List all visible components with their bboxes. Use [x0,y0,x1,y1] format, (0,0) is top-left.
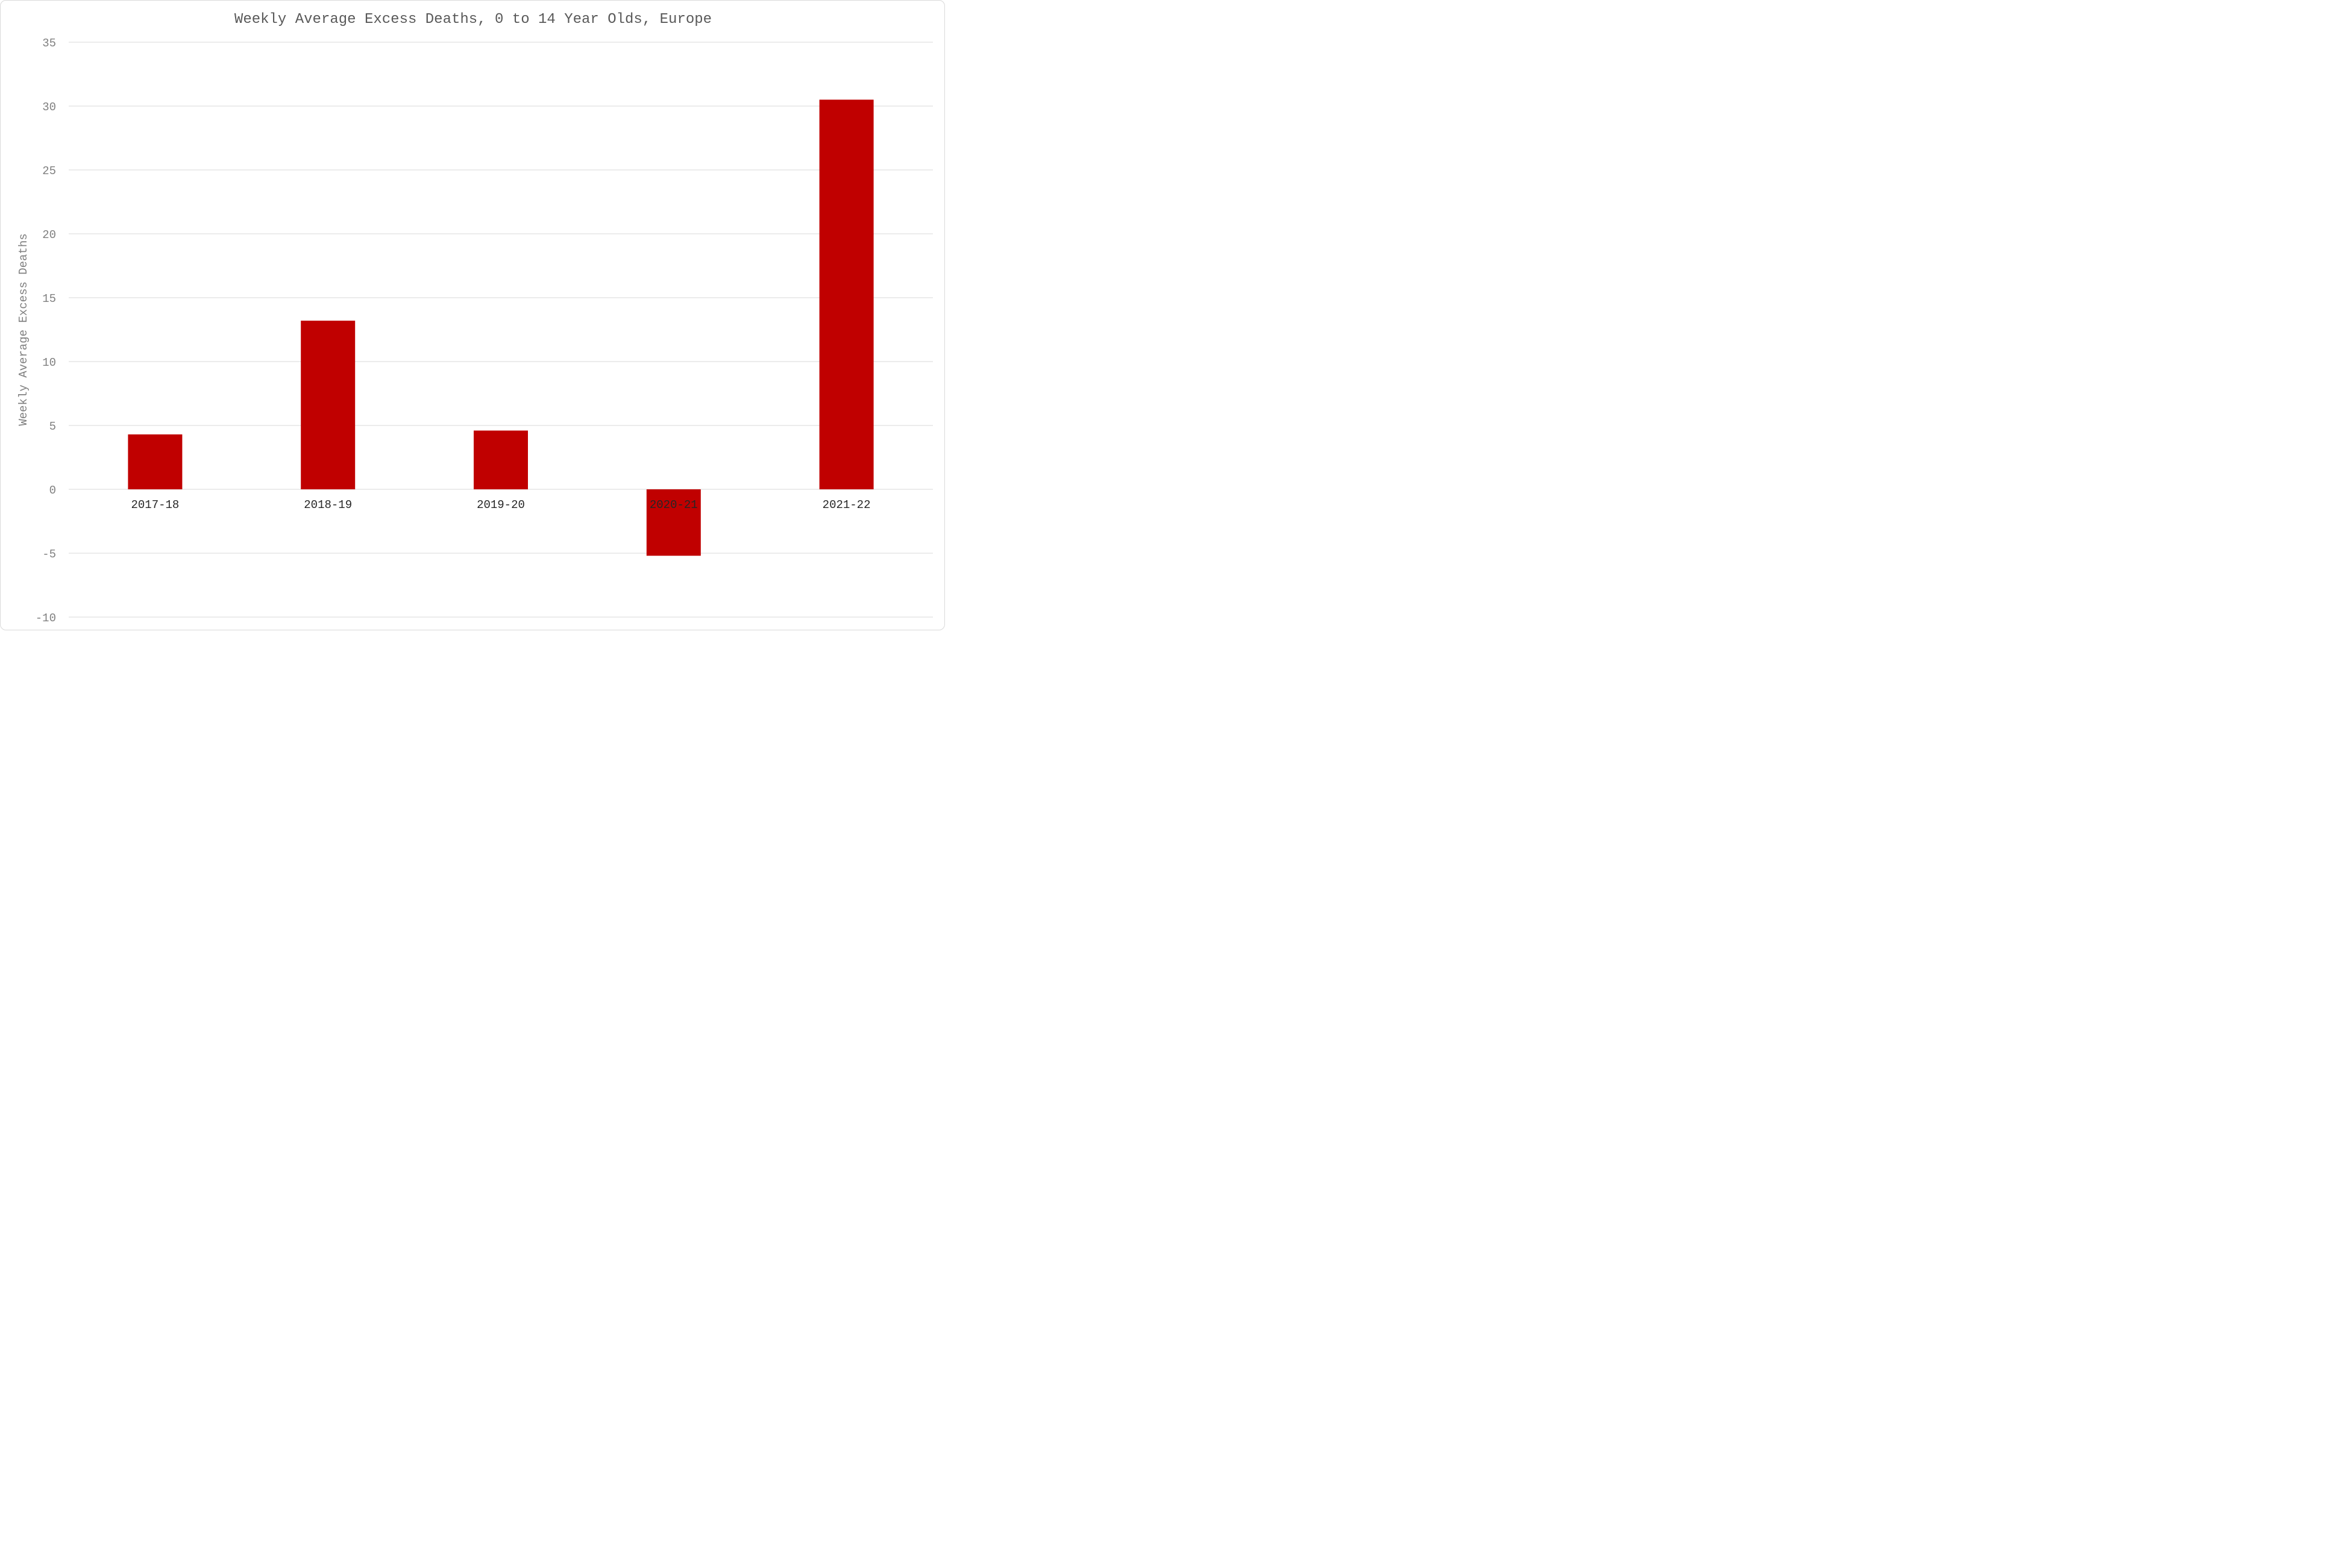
gridlines [69,42,933,618]
x-tick-label: 2019-20 [477,498,525,512]
y-axis-ticks: -10 -5 0 5 10 15 20 25 30 35 [36,37,56,625]
y-tick-label: 5 [49,420,56,433]
y-tick-label: 20 [42,228,56,242]
bar-2019-20 [474,430,528,489]
chart-title: Weekly Average Excess Deaths, 0 to 14 Ye… [234,11,712,28]
x-tick-label: 2017-18 [131,498,179,512]
y-tick-label: 35 [42,37,56,50]
bar-2018-19 [301,321,356,489]
x-tick-label: 2021-22 [823,498,871,512]
y-tick-label: 15 [42,292,56,306]
y-tick-label: -10 [36,612,56,625]
y-tick-label: 30 [42,101,56,114]
y-tick-label: -5 [42,548,56,561]
x-tick-label: 2020-21 [650,498,698,512]
x-axis-ticks: 2017-18 2018-19 2019-20 2020-21 2021-22 [131,498,870,512]
y-tick-label: 10 [42,356,56,369]
bar-2017-18 [128,434,183,489]
bar-2020-21 [646,489,701,556]
y-tick-label: 25 [42,165,56,178]
x-tick-label: 2018-19 [304,498,352,512]
y-tick-label: 0 [49,484,56,497]
bars [128,99,874,556]
bar-2021-22 [819,99,874,489]
chart-frame: Weekly Average Excess Deaths, 0 to 14 Ye… [0,0,945,630]
y-axis-label: Weekly Average Excess Deaths [17,233,30,425]
bar-chart: Weekly Average Excess Deaths, 0 to 14 Ye… [17,11,933,625]
